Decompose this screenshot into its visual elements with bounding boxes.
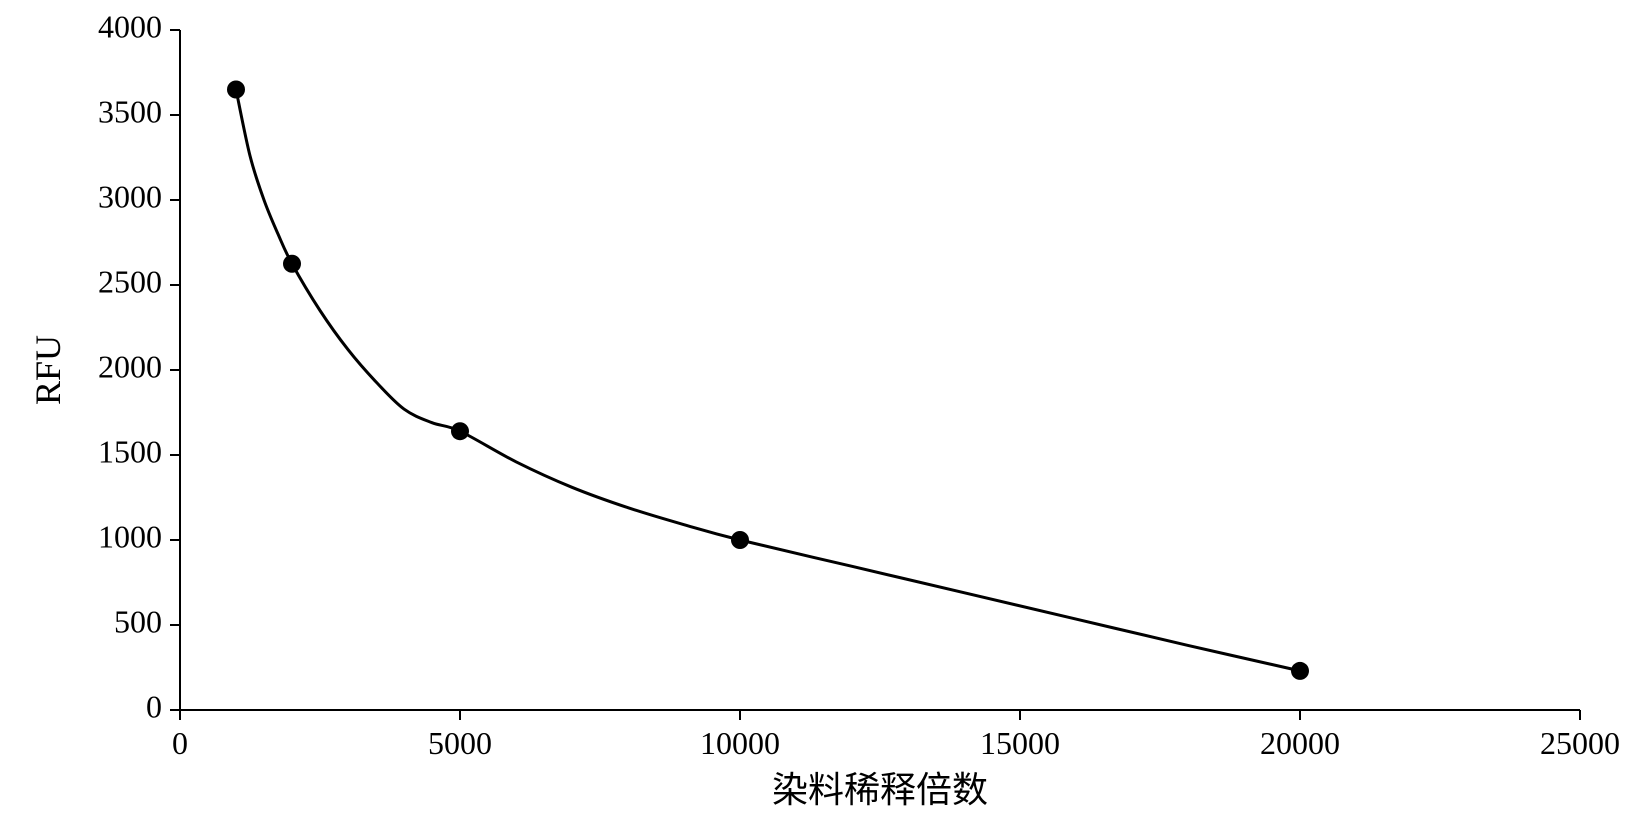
y-tick-label: 0 [146, 688, 162, 724]
y-tick-label: 4000 [98, 8, 162, 44]
y-tick-label: 1500 [98, 433, 162, 469]
x-tick-label: 10000 [700, 725, 780, 761]
y-tick-label: 3500 [98, 93, 162, 129]
x-tick-label: 20000 [1260, 725, 1340, 761]
x-axis-title: 染料稀释倍数 [772, 770, 988, 810]
x-tick-label: 5000 [428, 725, 492, 761]
series-line [236, 90, 1300, 671]
data-point-marker [283, 255, 301, 273]
x-tick-label: 25000 [1540, 725, 1620, 761]
x-tick-label: 15000 [980, 725, 1060, 761]
y-tick-label: 500 [114, 603, 162, 639]
chart-container: 0 500 1000 1500 2000 2500 3000 3500 4000 0 5000 100… [0, 0, 1637, 832]
data-point-marker [227, 81, 245, 99]
y-tick-label: 1000 [98, 518, 162, 554]
data-point-marker [1291, 662, 1309, 680]
data-point-marker [731, 531, 749, 549]
y-tick-label: 2000 [98, 348, 162, 384]
y-tick-label: 2500 [98, 263, 162, 299]
y-axis-title: RFU [28, 335, 68, 405]
data-point-marker [451, 422, 469, 440]
y-tick-label: 3000 [98, 178, 162, 214]
x-tick-label: 0 [172, 725, 188, 761]
line-chart-svg: 0 500 1000 1500 2000 2500 3000 3500 4000 0 5000 100… [0, 0, 1637, 832]
